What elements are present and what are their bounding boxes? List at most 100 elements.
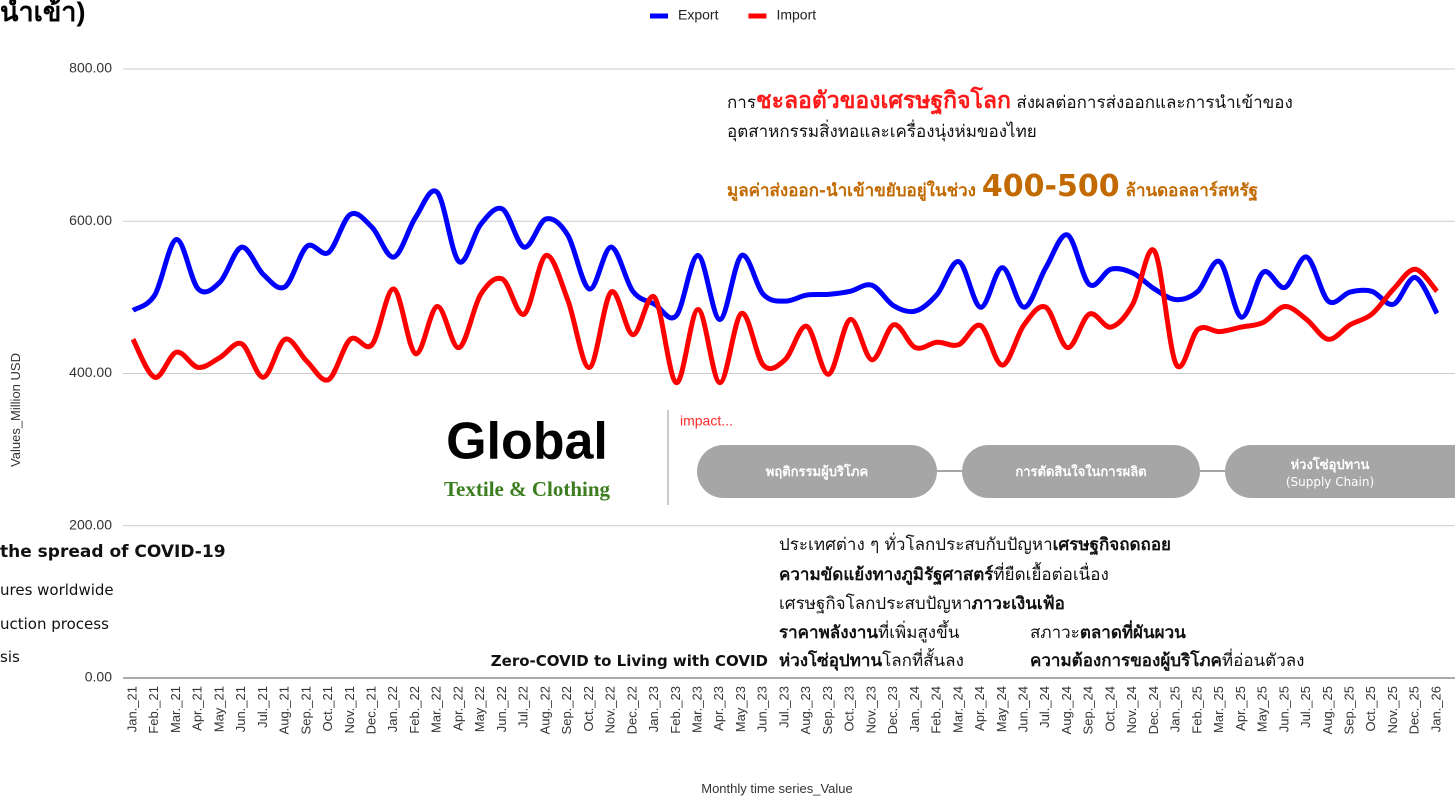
x-tick-label: Oct._24 bbox=[1102, 686, 1117, 732]
text: ที่อ่อนตัวลง bbox=[1221, 651, 1305, 671]
x-tick-label: Sep._21 bbox=[298, 686, 313, 734]
factor: ราคาพลังงานที่เพิ่มสูงขึ้น bbox=[779, 625, 959, 642]
x-tick-label: Apr._25 bbox=[1233, 686, 1248, 731]
x-tick-label: Nov._24 bbox=[1124, 686, 1139, 733]
covid-line: ures worldwide bbox=[0, 581, 114, 599]
x-tick-label: Jul._23 bbox=[776, 686, 791, 728]
x-tick-label: Mar._24 bbox=[950, 686, 965, 733]
x-tick-label: Nov._23 bbox=[863, 686, 878, 733]
text: (Supply Chain) bbox=[1285, 475, 1375, 489]
x-tick-label: May_25 bbox=[1255, 686, 1270, 732]
x-tick-label: Sep._23 bbox=[820, 686, 835, 734]
x-tick-label: Jan._26 bbox=[1428, 686, 1443, 732]
range-note: มูลค่าส่งออก-นำเข้าขยับอยู่ในช่วง 400-50… bbox=[727, 172, 1258, 202]
y-axis-title: Values_Million USD bbox=[8, 353, 23, 467]
x-tick-label: Aug._22 bbox=[537, 686, 552, 734]
x-tick-label: Oct._21 bbox=[320, 686, 335, 732]
factor: เศรษฐกิจโลกประสบปัญหาภาวะเงินเฟ้อ bbox=[779, 596, 1065, 613]
x-tick-label: Aug._21 bbox=[277, 686, 292, 734]
x-tick-label: Feb._23 bbox=[668, 686, 683, 734]
x-tick-label: Oct._23 bbox=[842, 686, 857, 732]
global-subtitle: Textile & Clothing bbox=[444, 477, 611, 501]
y-tick-label: 800.00 bbox=[69, 60, 112, 76]
text: ราคาพลังงาน bbox=[779, 623, 878, 643]
factor: ความต้องการของผู้บริโภคที่อ่อนตัวลง bbox=[1030, 653, 1304, 670]
text: 400-500 bbox=[981, 169, 1120, 204]
factor: ความขัดแย้งทางภูมิรัฐศาสตร์ที่ยืดเยื้อต่… bbox=[779, 567, 1109, 584]
impact-pill: การตัดสินใจในการผลิต bbox=[962, 445, 1200, 498]
series-line bbox=[130, 247, 1439, 386]
x-tick-label: Feb._22 bbox=[407, 686, 422, 734]
headline: การชะลอตัวของเศรษฐกิจโลก ส่งผลต่อการส่งอ… bbox=[727, 90, 1293, 113]
text: การ bbox=[727, 93, 756, 113]
x-tick-label: Feb._21 bbox=[146, 686, 161, 734]
text: ห่วงโซ่อุปทาน bbox=[1290, 458, 1370, 473]
x-tick-label: Aug._24 bbox=[1059, 686, 1074, 734]
x-tick-label: Mar._25 bbox=[1211, 686, 1226, 733]
x-tick-label: May_22 bbox=[472, 686, 487, 732]
text: ล้านดอลลาร์สหรัฐ bbox=[1119, 181, 1258, 201]
headline-2: อุตสาหกรรมสิ่งทอและเครื่องนุ่งห่มของไทย bbox=[727, 122, 1037, 142]
x-tick-label: Sep._22 bbox=[559, 686, 574, 734]
series-line bbox=[131, 188, 1440, 322]
covid-line: uction process bbox=[0, 615, 109, 633]
x-tick-label: Jan._22 bbox=[385, 686, 400, 732]
legend-label: Import bbox=[776, 7, 816, 23]
x-tick-label: Apr._24 bbox=[972, 686, 987, 731]
text: ประเทศต่าง ๆ ทั่วโลกประสบกับปัญหา bbox=[779, 535, 1053, 555]
x-tick-label: Jun._22 bbox=[494, 686, 509, 732]
y-tick-label: 600.00 bbox=[69, 212, 112, 228]
text: ความต้องการของผู้บริโภค bbox=[1030, 651, 1222, 671]
text: ที่เพิ่มสูงขึ้น bbox=[878, 623, 960, 643]
x-tick-label: Aug._23 bbox=[798, 686, 813, 734]
text: ความขัดแย้งทางภูมิรัฐศาสตร์ bbox=[779, 565, 994, 585]
x-tick-label: Mar._22 bbox=[429, 686, 444, 733]
text: ชะลอตัวของเศรษฐกิจโลก bbox=[755, 88, 1011, 114]
x-tick-label: Dec._21 bbox=[364, 686, 379, 734]
text: โลกที่สั้นลง bbox=[882, 651, 964, 671]
covid-line: sis bbox=[0, 648, 20, 666]
text: ตลาดที่ผันผวน bbox=[1079, 623, 1186, 643]
x-tick-label: Dec._25 bbox=[1407, 686, 1422, 734]
y-tick-label: 400.00 bbox=[69, 364, 112, 380]
x-tick-label: Jun._24 bbox=[1016, 686, 1031, 732]
x-tick-label: Apr._22 bbox=[450, 686, 465, 731]
x-tick-label: Apr._21 bbox=[190, 686, 205, 731]
impact-pill: ห่วงโซ่อุปทาน (Supply Chain) bbox=[1225, 445, 1455, 498]
x-tick-label: Nov._25 bbox=[1385, 686, 1400, 733]
impact-pill: พฤติกรรมผู้บริโภค bbox=[697, 445, 937, 498]
factor: สภาวะตลาดที่ผันผวน bbox=[1030, 625, 1186, 642]
text: การตัดสินใจในการผลิต bbox=[1015, 465, 1147, 480]
text: พฤติกรรมผู้บริโภค bbox=[765, 465, 869, 480]
x-tick-label: Sep._25 bbox=[1342, 686, 1357, 734]
factor: ประเทศต่าง ๆ ทั่วโลกประสบกับปัญหาเศรษฐกิ… bbox=[779, 537, 1171, 554]
x-tick-label: Mar._21 bbox=[168, 686, 183, 733]
factor: ห่วงโซ่อุปทานโลกที่สั้นลง bbox=[779, 653, 964, 670]
x-tick-label: May_21 bbox=[211, 686, 226, 732]
x-tick-label: Jan._25 bbox=[1168, 686, 1183, 732]
text: ห่วงโซ่อุปทาน bbox=[779, 651, 883, 671]
x-tick-label: Jan._21 bbox=[124, 686, 139, 732]
x-tick-label: Dec._24 bbox=[1146, 686, 1161, 734]
x-tick-label: Sep._24 bbox=[1081, 686, 1096, 734]
x-tick-label: Jan._24 bbox=[907, 686, 922, 732]
zero-covid: Zero-COVID to Living with COVID bbox=[490, 652, 768, 670]
x-tick-label: Nov._22 bbox=[603, 686, 618, 733]
x-tick-label: Jun._21 bbox=[233, 686, 248, 732]
x-tick-label: Jun._23 bbox=[755, 686, 770, 732]
y-tick-label: 0.00 bbox=[85, 669, 112, 685]
x-tick-label: Apr._23 bbox=[711, 686, 726, 731]
text: เศรษฐกิจโลกประสบปัญหา bbox=[779, 594, 972, 614]
x-tick-label: Feb._24 bbox=[929, 686, 944, 734]
x-tick-label: Oct._22 bbox=[581, 686, 596, 732]
legend-label: Export bbox=[678, 7, 719, 23]
global-title: Global bbox=[446, 413, 608, 471]
text: ส่งผลต่อการส่งออกและการนำเข้าของ bbox=[1010, 93, 1293, 113]
x-tick-label: Jul._21 bbox=[255, 686, 270, 728]
covid-title: the spread of COVID-19 bbox=[0, 542, 226, 562]
text: ภาวะเงินเฟ้อ bbox=[971, 594, 1065, 614]
x-tick-label: Jul._25 bbox=[1298, 686, 1313, 728]
x-tick-label: Jul._22 bbox=[516, 686, 531, 728]
x-tick-label: Jun._25 bbox=[1276, 686, 1291, 732]
